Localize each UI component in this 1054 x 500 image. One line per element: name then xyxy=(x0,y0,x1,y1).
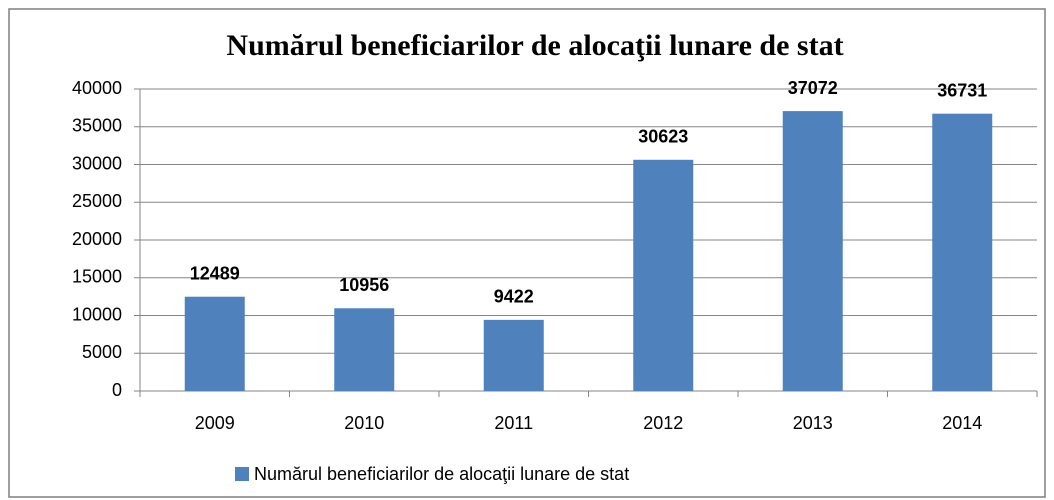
bar xyxy=(633,159,694,391)
data-label: 36731 xyxy=(937,80,987,100)
y-tick-label: 0 xyxy=(112,380,122,400)
x-tick-label: 2014 xyxy=(942,413,982,433)
y-tick-label: 40000 xyxy=(72,78,122,98)
y-tick-label: 5000 xyxy=(82,342,122,362)
data-label: 12489 xyxy=(190,263,240,283)
x-tick-label: 2010 xyxy=(344,413,384,433)
data-label: 30623 xyxy=(638,127,688,147)
y-tick-label: 20000 xyxy=(72,229,122,249)
legend-label: Numărul beneficiarilor de alocaţii lunar… xyxy=(254,464,629,484)
y-tick-label: 15000 xyxy=(72,267,122,287)
data-label: 10956 xyxy=(339,275,389,295)
data-label: 37072 xyxy=(788,78,838,98)
bar xyxy=(932,113,993,392)
bar xyxy=(184,296,245,391)
chart-border xyxy=(8,8,1046,498)
y-tick-label: 25000 xyxy=(72,191,122,211)
y-tick-label: 30000 xyxy=(72,153,122,173)
x-tick-label: 2011 xyxy=(494,413,533,433)
chart-title: Numărul beneficiarilor de alocaţii lunar… xyxy=(226,29,843,62)
bar xyxy=(483,319,544,391)
data-label: 9422 xyxy=(494,287,534,307)
y-tick-label: 10000 xyxy=(72,304,122,324)
x-tick-label: 2013 xyxy=(793,413,833,433)
bar xyxy=(782,111,843,392)
x-tick-label: 2012 xyxy=(643,413,683,433)
bar xyxy=(334,308,395,391)
x-tick-label: 2009 xyxy=(195,413,235,433)
y-tick-label: 35000 xyxy=(72,116,122,136)
legend-swatch xyxy=(235,467,249,481)
